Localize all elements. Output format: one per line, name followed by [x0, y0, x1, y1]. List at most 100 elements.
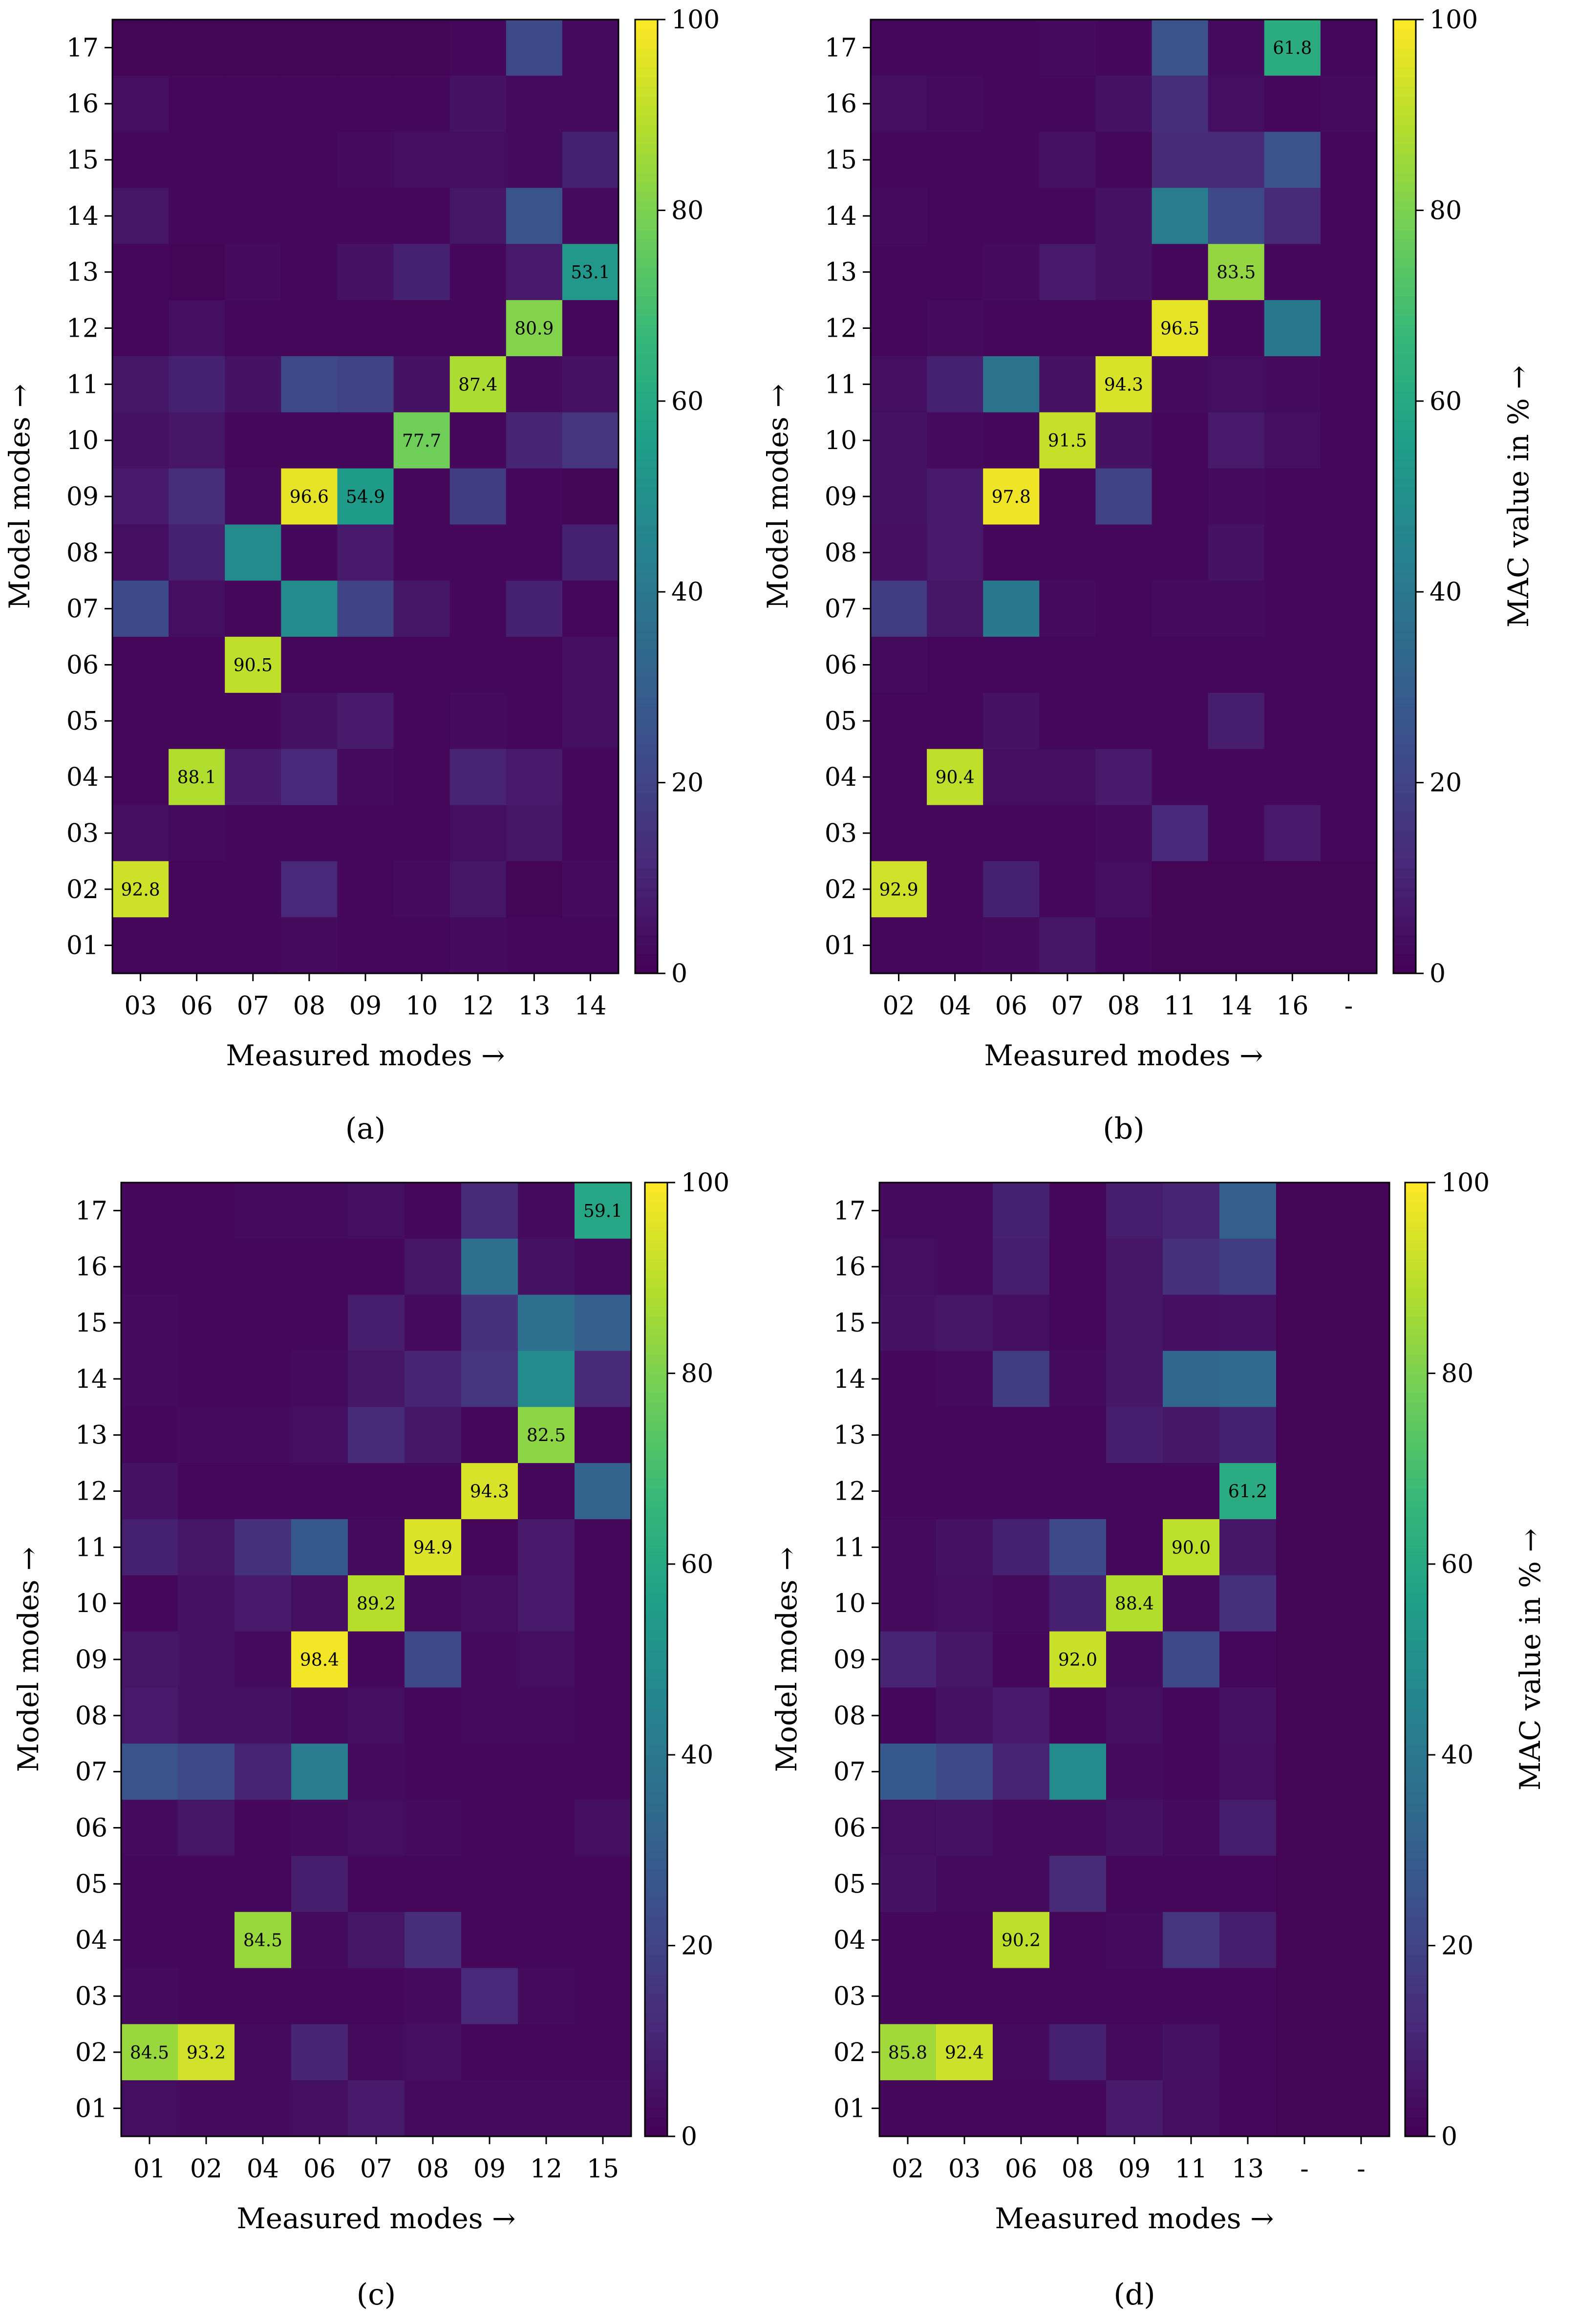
cell-value-label: 96.6 — [290, 487, 329, 507]
heatmap-cell — [518, 1519, 575, 1576]
colorbar-tick-label: 80 — [1430, 196, 1462, 225]
heatmap-cell — [291, 1968, 348, 2024]
colorbar-segment — [635, 687, 658, 697]
colorbar-segment — [635, 601, 658, 612]
heatmap-cell — [348, 1855, 405, 1913]
y-axis-label: Model modes → — [770, 1547, 803, 1772]
colorbar-segment — [1405, 1755, 1428, 1765]
colorbar-segment — [1405, 2050, 1428, 2061]
colorbar-segment — [1393, 382, 1416, 392]
heatmap-cell — [562, 188, 619, 244]
colorbar-segment — [645, 2002, 667, 2013]
heatmap-cell — [225, 749, 281, 806]
colorbar-segment — [1393, 668, 1416, 678]
colorbar-segment — [1393, 277, 1416, 287]
x-tick-label: - — [1344, 991, 1353, 1021]
colorbar-segment — [635, 525, 658, 535]
heatmap-cell — [927, 244, 983, 301]
colorbar-segment — [1405, 1516, 1428, 1527]
y-tick-label: 02 — [833, 2038, 866, 2067]
heatmap-cell — [178, 2080, 235, 2137]
x-tick-label: 13 — [1232, 2154, 1264, 2184]
heatmap-cell — [281, 637, 338, 693]
heatmap-cell — [291, 1855, 348, 1913]
heatmap-cell — [983, 20, 1040, 76]
cell-value-label: 84.5 — [243, 1931, 282, 1951]
heatmap-cell — [225, 581, 281, 637]
cell-value-label: 82.5 — [527, 1426, 566, 1446]
colorbar-segment — [635, 200, 658, 211]
y-tick-label: 03 — [825, 819, 857, 848]
colorbar-segment — [1405, 1812, 1428, 1822]
colorbar-segment — [1393, 658, 1416, 669]
heatmap-cell — [1039, 188, 1096, 244]
y-tick-label: 01 — [833, 2094, 866, 2124]
colorbar-tick-label: 100 — [671, 5, 720, 35]
heatmap-cell — [112, 805, 169, 861]
heatmap-cell — [1095, 749, 1152, 806]
y-axis-label: Model modes → — [3, 384, 36, 609]
heatmap-cell — [1039, 749, 1096, 806]
colorbar-segment — [1405, 1717, 1428, 1727]
y-tick-label: 13 — [66, 258, 99, 287]
heatmap-cell — [178, 1800, 235, 1856]
colorbar-segment — [1405, 1354, 1428, 1364]
colorbar-tick-label: 100 — [1441, 1168, 1490, 1198]
cell-value-label: 88.4 — [1115, 1594, 1154, 1614]
y-tick-label: 05 — [75, 1870, 107, 1899]
heatmap-cell — [1208, 805, 1265, 861]
colorbar-segment — [1393, 649, 1416, 659]
colorbar-segment — [635, 277, 658, 287]
colorbar-tick-label: 20 — [681, 1932, 713, 1961]
heatmap-cell — [235, 1912, 292, 1969]
colorbar-segment — [1405, 1535, 1428, 1546]
heatmap-cell — [449, 749, 507, 806]
heatmap-cell — [1106, 1968, 1163, 2024]
heatmap-cell — [1219, 1631, 1277, 1688]
heatmap-cell — [1039, 468, 1096, 525]
heatmap-cell — [169, 300, 225, 357]
colorbar-segment — [645, 1221, 667, 1231]
heatmap-cell — [1219, 1800, 1277, 1856]
heatmap-cell — [1333, 1238, 1390, 1295]
y-tick-label: 13 — [833, 1421, 866, 1450]
colorbar-segment — [645, 1230, 667, 1240]
colorbar-segment — [635, 735, 658, 745]
heatmap-cell — [927, 524, 983, 581]
y-tick-label: 06 — [75, 1813, 107, 1843]
colorbar-segment — [1405, 1564, 1428, 1574]
colorbar-segment — [1405, 1497, 1428, 1507]
heatmap-cell — [178, 1407, 235, 1463]
colorbar-segment — [1405, 1907, 1428, 1917]
colorbar-segment — [635, 439, 658, 450]
heatmap-cell — [169, 692, 225, 750]
colorbar-segment — [645, 1783, 667, 1794]
heatmap-cell — [169, 749, 225, 806]
heatmap-cell — [562, 581, 619, 637]
heatmap-cell — [1219, 1743, 1277, 1800]
x-axis-label: Measured modes → — [995, 2202, 1274, 2235]
colorbar-segment — [1405, 1506, 1428, 1517]
colorbar-segment — [1393, 887, 1416, 898]
heatmap-cell — [936, 1407, 993, 1463]
colorbar-label: MAC value in % → — [1502, 366, 1535, 628]
colorbar-segment — [1393, 611, 1416, 621]
heatmap-cell — [1152, 581, 1209, 637]
heatmap-cell — [506, 412, 563, 469]
heatmap-cell — [281, 131, 338, 189]
heatmap-cell — [1276, 1519, 1333, 1576]
heatmap-cell — [393, 356, 450, 413]
heatmap-cell — [337, 581, 394, 637]
heatmap-cell — [337, 20, 394, 76]
colorbar-segment — [1405, 1373, 1428, 1383]
heatmap-cell — [348, 1968, 405, 2024]
heatmap-cell — [405, 1855, 462, 1913]
colorbar: 0 20 40 60 80 100 — [644, 1168, 729, 2152]
heatmap-panel-b: 61.8 83.5 96.5 94.3 91.5 97.8 90.4 92.9 17 16 15 14… — [761, 5, 1535, 1146]
heatmap-cell — [1039, 861, 1096, 918]
colorbar-segment — [645, 2031, 667, 2042]
cell-value-label: 87.4 — [458, 375, 497, 395]
colorbar-segment — [645, 1993, 667, 2003]
heatmap-cell — [927, 749, 983, 806]
heatmap-cell — [1219, 1294, 1277, 1352]
